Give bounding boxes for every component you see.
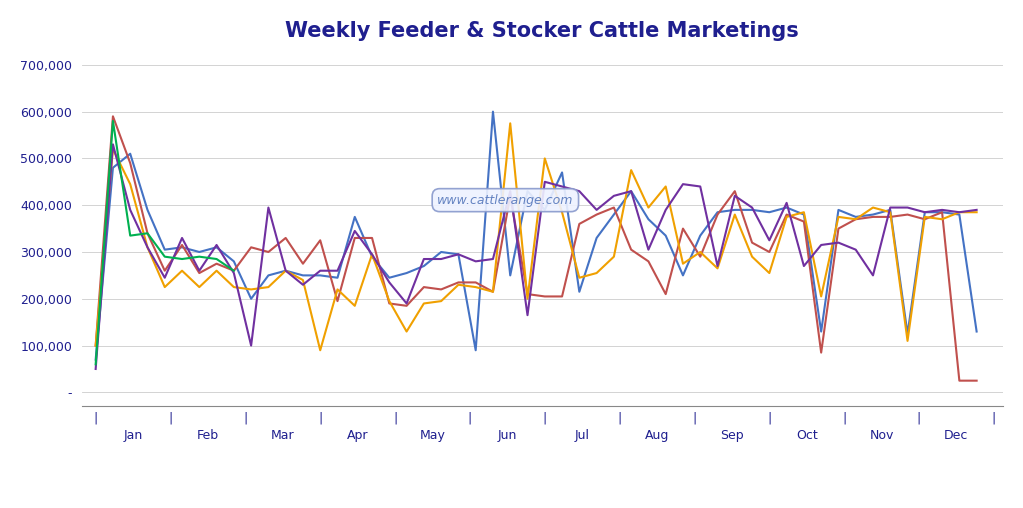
Text: Nov: Nov <box>870 429 894 441</box>
Text: |: | <box>393 412 397 425</box>
Text: www.cattlerange.com: www.cattlerange.com <box>437 194 574 207</box>
Text: Sep: Sep <box>720 429 744 441</box>
Text: |: | <box>991 412 996 425</box>
Text: |: | <box>917 412 921 425</box>
Text: |: | <box>468 412 472 425</box>
Text: Jun: Jun <box>497 429 517 441</box>
Text: Mar: Mar <box>271 429 295 441</box>
Text: Jan: Jan <box>124 429 142 441</box>
Text: Dec: Dec <box>944 429 969 441</box>
Text: Aug: Aug <box>644 429 669 441</box>
Text: |: | <box>169 412 173 425</box>
Text: |: | <box>93 412 98 425</box>
Text: |: | <box>243 412 248 425</box>
Text: Feb: Feb <box>196 429 219 441</box>
Text: |: | <box>767 412 771 425</box>
Text: Oct: Oct <box>796 429 817 441</box>
Text: |: | <box>318 412 322 425</box>
Title: Weekly Feeder & Stocker Cattle Marketings: Weekly Feeder & Stocker Cattle Marketing… <box>285 21 799 41</box>
Text: Jul: Jul <box>575 429 589 441</box>
Text: |: | <box>693 412 697 425</box>
Text: |: | <box>842 412 846 425</box>
Text: May: May <box>419 429 445 441</box>
Text: Apr: Apr <box>347 429 368 441</box>
Text: |: | <box>542 412 547 425</box>
Text: |: | <box>618 412 622 425</box>
